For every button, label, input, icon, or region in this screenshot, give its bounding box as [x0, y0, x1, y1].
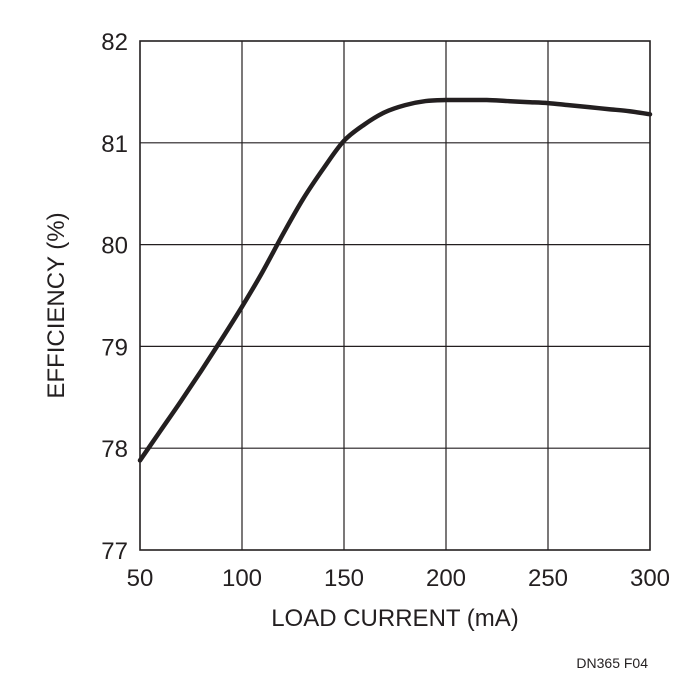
- y-tick-label-78: 78: [101, 436, 128, 463]
- plot-frame: [139, 40, 651, 551]
- y-axis-ticks: 77 78 79 80 81 82: [101, 29, 128, 565]
- y-tick-label-80: 80: [101, 233, 128, 260]
- y-axis-title: EFFICIENCY (%): [43, 212, 70, 398]
- grid: [140, 41, 650, 550]
- y-tick-label-77: 77: [101, 538, 128, 565]
- x-axis-ticks: 50 100 150 200 250 300: [127, 565, 670, 592]
- y-tick-label-81: 81: [101, 131, 128, 158]
- y-tick-label-82: 82: [101, 29, 128, 56]
- x-axis-title: LOAD CURRENT (mA): [271, 605, 519, 632]
- x-tick-label-100: 100: [222, 565, 262, 592]
- figure-id: DN365 F04: [576, 655, 648, 671]
- x-tick-label-300: 300: [630, 565, 670, 592]
- x-tick-label-150: 150: [324, 565, 364, 592]
- x-tick-label-200: 200: [426, 565, 466, 592]
- y-tick-label-79: 79: [101, 334, 128, 361]
- x-tick-label-250: 250: [528, 565, 568, 592]
- x-tick-label-50: 50: [127, 565, 154, 592]
- efficiency-curve: [137, 97, 653, 463]
